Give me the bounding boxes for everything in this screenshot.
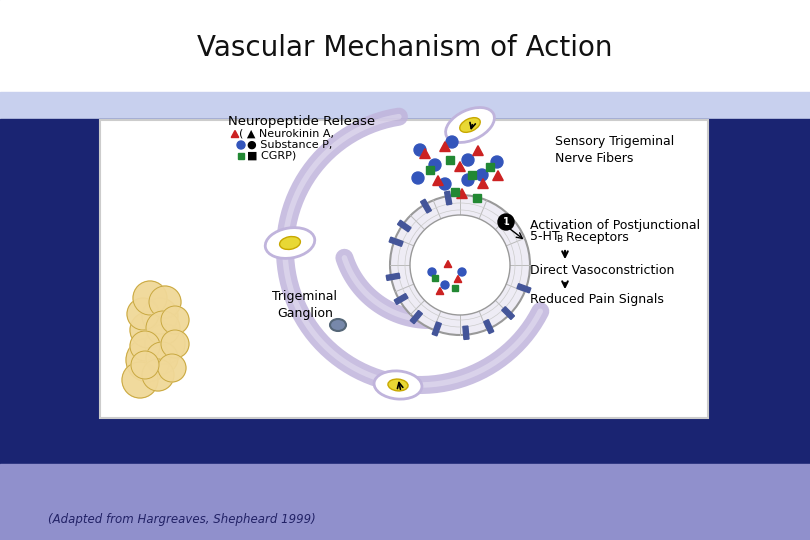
Polygon shape	[517, 284, 531, 293]
Circle shape	[142, 359, 174, 391]
Circle shape	[158, 354, 186, 382]
Circle shape	[446, 136, 458, 148]
Circle shape	[130, 312, 166, 348]
Bar	[238, 153, 244, 159]
Bar	[451, 188, 459, 196]
Circle shape	[149, 286, 181, 318]
Circle shape	[131, 351, 159, 379]
Circle shape	[142, 298, 178, 334]
Polygon shape	[433, 322, 441, 336]
Polygon shape	[433, 176, 443, 186]
Polygon shape	[492, 171, 503, 180]
Circle shape	[414, 144, 426, 156]
Circle shape	[441, 281, 449, 289]
Polygon shape	[398, 220, 411, 232]
Text: Vascular Mechanism of Action: Vascular Mechanism of Action	[198, 34, 612, 62]
Circle shape	[458, 268, 466, 276]
Circle shape	[428, 268, 436, 276]
Text: ■ CGRP): ■ CGRP)	[247, 151, 296, 161]
Text: Sensory Trigeminal
Nerve Fibers: Sensory Trigeminal Nerve Fibers	[555, 135, 674, 165]
Circle shape	[462, 174, 474, 186]
Text: ( ▲ Neurokinin A,: ( ▲ Neurokinin A,	[239, 129, 334, 139]
Polygon shape	[410, 310, 422, 323]
Circle shape	[127, 298, 159, 330]
Text: Trigeminal
Ganglion: Trigeminal Ganglion	[272, 290, 338, 320]
Bar	[432, 275, 438, 281]
Ellipse shape	[460, 118, 480, 132]
Ellipse shape	[330, 319, 346, 331]
Polygon shape	[420, 148, 430, 159]
Polygon shape	[457, 188, 467, 199]
Polygon shape	[444, 260, 452, 267]
FancyBboxPatch shape	[100, 120, 708, 418]
Text: 5-HT: 5-HT	[530, 231, 560, 244]
Circle shape	[390, 195, 530, 335]
Circle shape	[476, 169, 488, 181]
Bar	[426, 166, 434, 174]
Polygon shape	[454, 161, 465, 172]
Circle shape	[161, 330, 189, 358]
Text: Receptors: Receptors	[562, 231, 629, 244]
Circle shape	[146, 342, 178, 374]
Text: 1: 1	[503, 217, 509, 227]
Circle shape	[133, 281, 167, 315]
Circle shape	[126, 338, 170, 382]
Polygon shape	[484, 320, 494, 334]
Text: Direct Vasoconstriction: Direct Vasoconstriction	[530, 264, 675, 276]
Circle shape	[412, 172, 424, 184]
Circle shape	[410, 215, 510, 315]
Circle shape	[122, 362, 158, 398]
Polygon shape	[394, 294, 408, 305]
Text: (Adapted from Hargreaves, Shepheard 1999): (Adapted from Hargreaves, Shepheard 1999…	[48, 514, 316, 526]
Ellipse shape	[279, 237, 301, 249]
Bar	[473, 194, 481, 202]
Text: Neuropeptide Release: Neuropeptide Release	[228, 116, 375, 129]
Circle shape	[439, 178, 451, 190]
Polygon shape	[478, 179, 488, 188]
Text: B: B	[556, 235, 562, 245]
Text: ● Substance P,: ● Substance P,	[247, 140, 332, 150]
Circle shape	[130, 331, 160, 361]
Circle shape	[498, 214, 514, 230]
Circle shape	[161, 306, 189, 334]
Bar	[468, 171, 476, 179]
Polygon shape	[501, 307, 514, 320]
Ellipse shape	[265, 227, 315, 259]
Polygon shape	[440, 141, 450, 152]
Circle shape	[491, 156, 503, 168]
Ellipse shape	[374, 371, 422, 399]
Ellipse shape	[388, 379, 408, 391]
Circle shape	[145, 324, 185, 364]
Circle shape	[429, 159, 441, 171]
Circle shape	[146, 311, 180, 345]
Polygon shape	[386, 273, 400, 280]
Polygon shape	[473, 146, 484, 156]
Polygon shape	[420, 199, 432, 213]
Circle shape	[462, 154, 474, 166]
Ellipse shape	[446, 107, 494, 143]
Bar	[446, 156, 454, 164]
Polygon shape	[454, 275, 462, 282]
Circle shape	[237, 141, 245, 149]
Polygon shape	[445, 191, 452, 205]
Text: Activation of Postjunctional: Activation of Postjunctional	[530, 219, 700, 232]
Polygon shape	[231, 131, 239, 138]
Bar	[452, 285, 458, 291]
Bar	[486, 163, 494, 171]
Polygon shape	[463, 326, 469, 340]
Polygon shape	[389, 237, 403, 246]
Polygon shape	[437, 287, 444, 294]
Text: Reduced Pain Signals: Reduced Pain Signals	[530, 294, 664, 307]
